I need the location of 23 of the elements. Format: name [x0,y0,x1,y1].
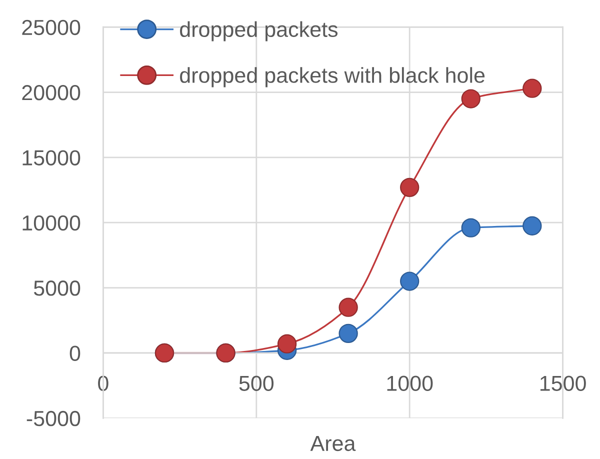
point [400,178,420,197]
point [522,216,542,236]
y-tick-label: 20000 [22,85,80,100]
x-tick-label: 0 [98,376,108,392]
y-tick-label: 15000 [22,150,80,166]
point [338,298,358,317]
legend-label: dropped packets with black hole [180,67,485,88]
x-tick-label: 1500 [540,376,586,392]
y-tick-label: 25000 [22,20,80,36]
x-axis-title: Area [310,436,356,452]
x-tick-label: 500 [239,376,274,392]
y-tick-label: -5000 [26,410,80,426]
point [461,218,480,238]
point [522,78,542,98]
x-tick-label: 1000 [387,376,433,392]
y-tick-label: 10000 [22,215,80,231]
legend-label: dropped packets [180,21,338,42]
point [277,334,297,354]
point [338,324,358,343]
y-tick-label: 5000 [34,280,80,296]
y-tick-label: 0 [70,346,80,361]
point [400,272,420,291]
point [461,89,480,108]
